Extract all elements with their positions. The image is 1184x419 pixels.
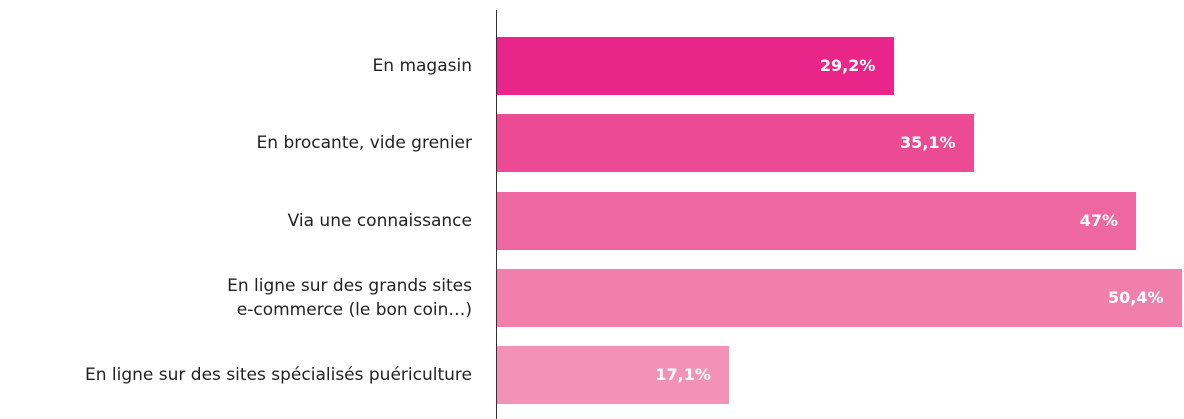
category-label: Via une connaissance	[287, 210, 472, 231]
axis-line	[496, 10, 497, 419]
value-label: 47%	[1079, 210, 1119, 230]
category-label: En magasin	[372, 56, 472, 76]
bar	[497, 346, 730, 405]
bar	[497, 114, 975, 173]
bar	[497, 191, 1136, 250]
value-label: 29,2%	[819, 56, 876, 75]
category-label: En ligne sur des grands sites e-commerce…	[227, 275, 472, 320]
value-label: 35,1%	[900, 133, 956, 153]
category-label: En ligne sur des sites spécialisés puéri…	[84, 365, 472, 386]
value-label: 17,1%	[655, 365, 711, 385]
category-label: En brocante, vide grenier	[256, 133, 472, 154]
value-label: 50,4%	[1108, 287, 1164, 307]
bar	[497, 37, 894, 95]
bar	[497, 268, 1182, 327]
